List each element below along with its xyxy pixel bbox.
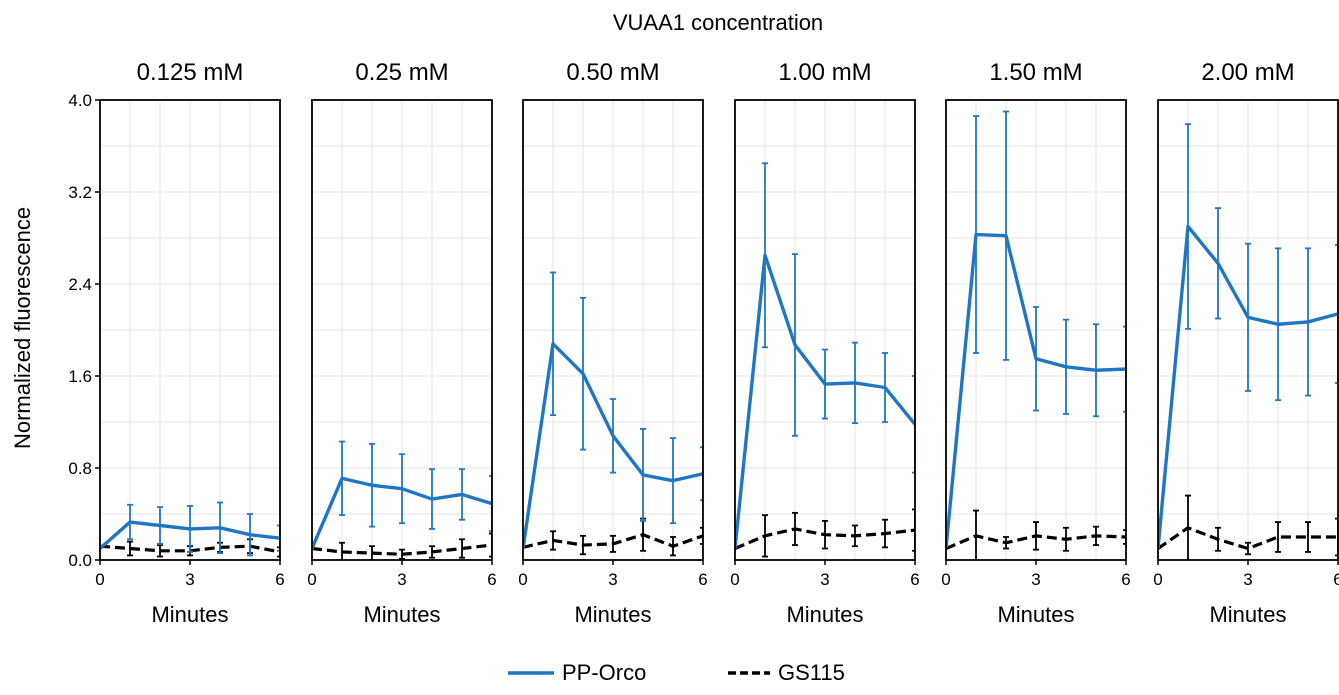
panel-data bbox=[1158, 123, 1338, 560]
x-tick-label: 6 bbox=[1121, 570, 1130, 589]
legend-label: GS115 bbox=[778, 660, 845, 685]
panel-4: 0 3 6 Minutes 1.00 mM bbox=[730, 59, 919, 627]
panel-data bbox=[735, 162, 915, 558]
panel-data bbox=[312, 440, 492, 560]
error-bar bbox=[1335, 243, 1338, 384]
series-line bbox=[523, 342, 703, 549]
chart-title: VUAA1 concentration bbox=[613, 10, 823, 35]
series-pp-orco bbox=[312, 440, 492, 550]
x-tick-label: 0 bbox=[518, 570, 527, 589]
series-gs115 bbox=[100, 538, 280, 558]
y-tick-label: 3.2 bbox=[68, 183, 92, 202]
x-tick-label: 6 bbox=[698, 570, 707, 589]
error-bar bbox=[1335, 517, 1338, 557]
series-line bbox=[735, 253, 915, 549]
x-tick-label: 0 bbox=[1153, 570, 1162, 589]
error-bar bbox=[1305, 521, 1311, 553]
legend-label: PP-Orco bbox=[562, 660, 646, 685]
series-line bbox=[312, 543, 492, 556]
error-bar bbox=[277, 546, 280, 558]
series-gs115 bbox=[523, 517, 703, 557]
y-tick-label: 1.6 bbox=[68, 367, 92, 386]
x-tick-label: 6 bbox=[910, 570, 919, 589]
x-tick-label: 6 bbox=[487, 570, 496, 589]
x-tick-label: 6 bbox=[275, 570, 284, 589]
panel-title: 0.125 mM bbox=[137, 59, 244, 86]
series-line bbox=[735, 527, 915, 550]
series-line bbox=[946, 534, 1126, 550]
panel-5: 0 3 6 Minutes 1.50 mM bbox=[941, 59, 1130, 627]
series-gs115 bbox=[1158, 494, 1338, 560]
panel-data bbox=[100, 501, 280, 558]
panel-data bbox=[523, 271, 703, 557]
series-pp-orco bbox=[735, 162, 915, 549]
y-tick-label: 4.0 bbox=[68, 91, 92, 110]
series-line bbox=[100, 520, 280, 550]
x-tick-label: 6 bbox=[1333, 570, 1339, 589]
legend-item-pp-orco: PP-Orco bbox=[508, 660, 646, 685]
x-axis-title: Minutes bbox=[151, 602, 228, 627]
series-pp-orco bbox=[946, 110, 1126, 549]
x-tick-label: 3 bbox=[820, 570, 829, 589]
y-tick-label: 0.0 bbox=[68, 551, 92, 570]
panel-title: 1.50 mM bbox=[989, 59, 1082, 86]
panel-2: 0 3 6 Minutes 0.25 mM bbox=[307, 59, 496, 627]
error-bar bbox=[1123, 529, 1126, 545]
x-tick-label: 3 bbox=[1243, 570, 1252, 589]
error-bar bbox=[912, 375, 915, 474]
x-tick-label: 3 bbox=[185, 570, 194, 589]
x-axis-title: Minutes bbox=[786, 602, 863, 627]
y-axis-title: Normalized fluorescence bbox=[10, 207, 35, 449]
x-axis-title: Minutes bbox=[574, 602, 651, 627]
series-pp-orco bbox=[1158, 123, 1338, 549]
panel-3: 0 3 6 Minutes 0.50 mM bbox=[518, 59, 707, 627]
error-bar bbox=[700, 446, 703, 502]
panel-title: 0.50 mM bbox=[566, 59, 659, 86]
legend-item-gs115: GS115 bbox=[728, 660, 845, 685]
y-tick-label: 0.8 bbox=[68, 459, 92, 478]
error-bar bbox=[489, 532, 492, 558]
error-bar bbox=[277, 524, 280, 552]
error-bar bbox=[912, 508, 915, 552]
series-gs115 bbox=[946, 509, 1126, 560]
x-tick-label: 3 bbox=[397, 570, 406, 589]
panels: 0 3 6 Minutes 0.125 mM 0.0 0.8 1.6 2.4 3.2 4.0 0 3 6 M… bbox=[68, 59, 1339, 627]
series-gs115 bbox=[312, 532, 492, 560]
x-tick-label: 0 bbox=[95, 570, 104, 589]
panel-title: 0.25 mM bbox=[355, 59, 448, 86]
y-tick-label: 2.4 bbox=[68, 275, 92, 294]
panel-data bbox=[946, 110, 1126, 560]
x-tick-label: 3 bbox=[608, 570, 617, 589]
x-axis-title: Minutes bbox=[997, 602, 1074, 627]
panel-6: 0 3 6 Minutes 2.00 mM bbox=[1153, 59, 1339, 627]
error-bar bbox=[1275, 521, 1281, 553]
x-tick-label: 0 bbox=[307, 570, 316, 589]
series-line bbox=[1158, 526, 1338, 551]
panel-title: 2.00 mM bbox=[1201, 59, 1294, 86]
series-pp-orco bbox=[523, 271, 703, 549]
x-axis-title: Minutes bbox=[1209, 602, 1286, 627]
series-line bbox=[946, 232, 1126, 549]
series-pp-orco bbox=[100, 501, 280, 557]
panel-title: 1.00 mM bbox=[778, 59, 871, 86]
panel-1: 0 3 6 Minutes 0.125 mM 0.0 0.8 1.6 2.4 3.2 4.0 bbox=[68, 59, 284, 627]
series-gs115 bbox=[735, 508, 915, 558]
x-tick-label: 3 bbox=[1031, 570, 1040, 589]
legend: PP-Orco GS115 bbox=[508, 660, 845, 685]
x-tick-label: 0 bbox=[730, 570, 739, 589]
error-bar bbox=[489, 475, 492, 533]
x-tick-label: 0 bbox=[941, 570, 950, 589]
series-line bbox=[523, 533, 703, 549]
series-line bbox=[1158, 224, 1338, 549]
error-bar bbox=[700, 526, 703, 545]
error-bar bbox=[1123, 325, 1126, 413]
x-axis-title: Minutes bbox=[363, 602, 440, 627]
series-line bbox=[312, 476, 492, 550]
